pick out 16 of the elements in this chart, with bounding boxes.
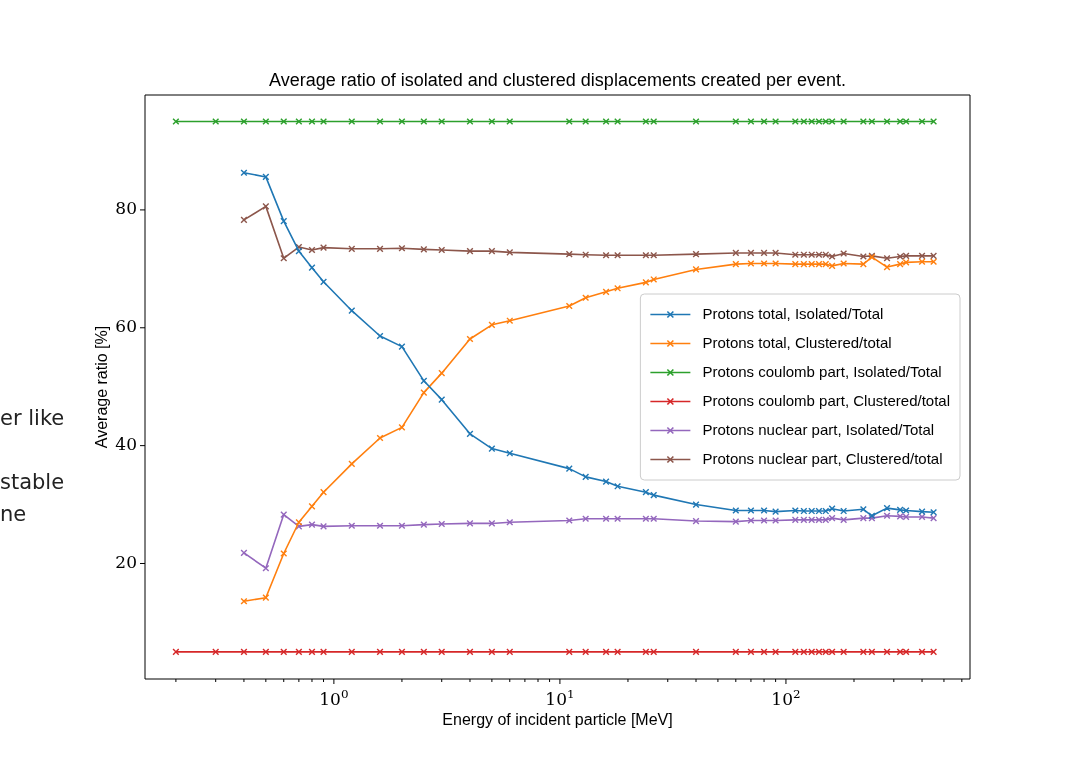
y-tick-label: 40 [115, 434, 137, 455]
legend-label: Protons nuclear part, Isolated/Total [702, 420, 935, 438]
y-tick-label: 20 [115, 551, 137, 572]
y-tick-label: 80 [115, 198, 137, 219]
legend-label: Protons total, Isolated/Total [702, 304, 884, 322]
text: stable [0, 469, 66, 496]
legend-label: Protons total, Clustered/total [702, 333, 892, 351]
x-axis-title: Energy of incident particle [MeV] [442, 711, 673, 728]
text: ne [0, 501, 28, 528]
legend-label: Protons nuclear part, Clustered/total [702, 449, 943, 467]
y-axis-title: Average ratio [%] [93, 325, 110, 449]
text: er like [0, 405, 66, 432]
legend-label: Protons coulomb part, Isolated/Total [702, 362, 942, 380]
legend-label: Protons coulomb part, Clustered/total [702, 391, 950, 409]
y-tick-label: 60 [115, 316, 137, 337]
chart-title: Average ratio of isolated and clustered displacements created per event. [268, 70, 847, 90]
